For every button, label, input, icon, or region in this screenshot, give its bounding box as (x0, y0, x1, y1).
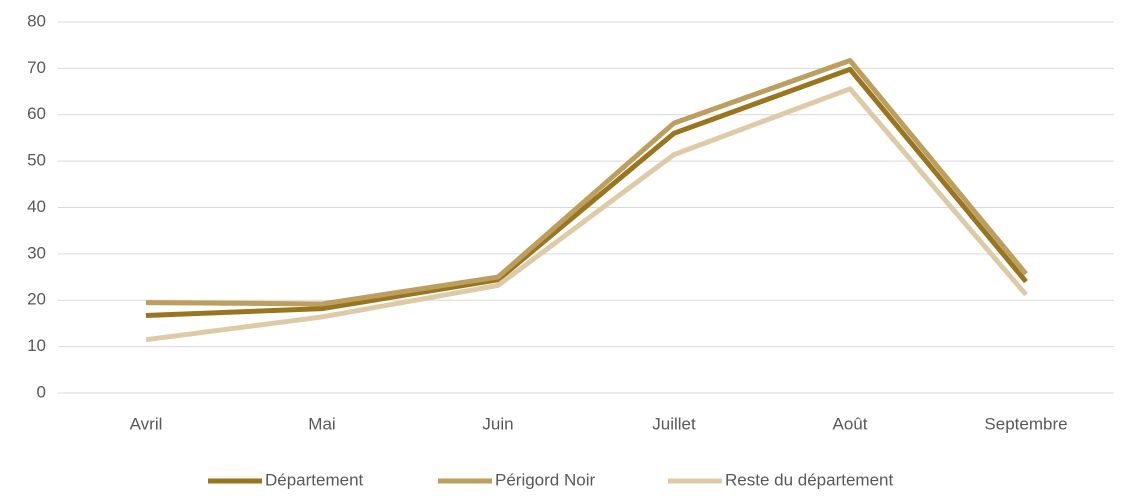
y-tick-label: 20 (27, 290, 46, 309)
y-tick-label: 10 (27, 336, 46, 355)
series-line (145, 66, 1028, 319)
y-tick-label: 30 (27, 243, 46, 262)
series-line (145, 86, 1028, 343)
legend-label: Périgord Noir (495, 470, 595, 489)
y-tick-label: 0 (37, 382, 46, 401)
y-tick-label: 40 (27, 197, 46, 216)
x-tick-label: Septembre (984, 414, 1067, 433)
series-line (145, 57, 1028, 307)
y-tick-label: 70 (27, 58, 46, 77)
y-tick-label: 80 (27, 11, 46, 30)
y-tick-label: 60 (27, 104, 46, 123)
x-tick-label: Août (833, 414, 868, 433)
y-tick-label: 50 (27, 151, 46, 170)
legend-label: Reste du département (725, 470, 893, 489)
x-tick-label: Juin (482, 414, 513, 433)
x-tick-label: Juillet (652, 414, 696, 433)
legend-label: Département (265, 470, 364, 489)
x-tick-label: Mai (308, 414, 335, 433)
x-tick-label: Avril (130, 414, 163, 433)
